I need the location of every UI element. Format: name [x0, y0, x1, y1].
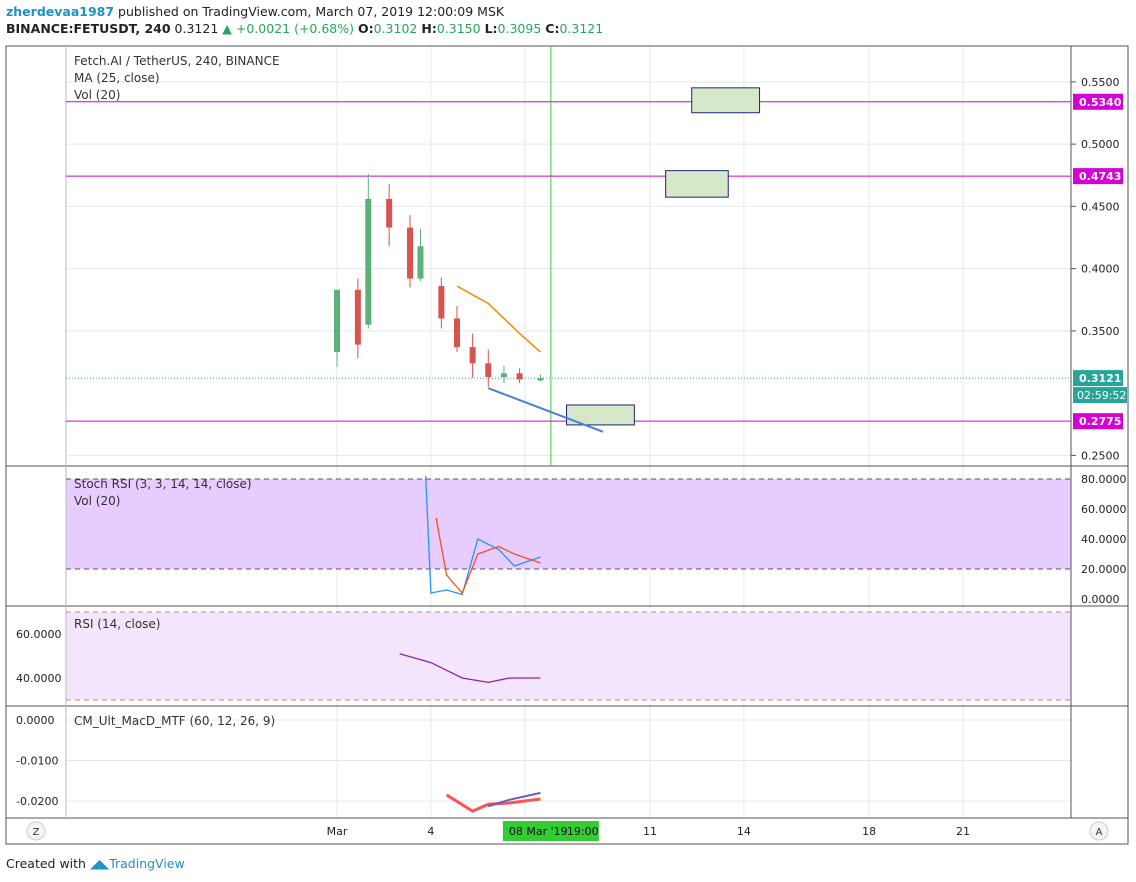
rsi-tick-label: 40.0000: [16, 672, 62, 685]
time-tick-label: 21: [956, 825, 970, 838]
cursor-date: 08 Mar '19: [509, 825, 568, 838]
candle-body: [516, 373, 523, 380]
main-legend-line: Vol (20): [74, 88, 120, 102]
stoch-tick-label: 80.0000: [1081, 473, 1127, 486]
price-badge-label: 0.3121: [1079, 372, 1121, 385]
z-button[interactable]: [26, 821, 46, 841]
price-badge-label: 0.5340: [1079, 96, 1122, 109]
candle-body: [354, 289, 361, 345]
macd-tick-label: 0.0000: [16, 714, 55, 727]
a-button[interactable]: [1089, 821, 1109, 841]
stoch-tick-label: 20.0000: [1081, 563, 1127, 576]
publish-info: published on TradingView.com, March 07, …: [118, 4, 505, 19]
cursor-time: 19:00: [567, 825, 599, 838]
macd-line-signal: [487, 791, 541, 808]
price-badge-r2: [1073, 168, 1123, 185]
grid: [66, 46, 1071, 818]
candle-body: [386, 198, 393, 228]
stoch-band: [66, 479, 1071, 569]
stoch-legend-line: Vol (20): [74, 494, 120, 508]
a-button-label: A: [1096, 827, 1103, 838]
author-name[interactable]: zherdevaa1987: [6, 4, 115, 19]
rsi-band: [66, 612, 1071, 700]
pane-frames: [5, 45, 1129, 845]
price-tick-label: 0.4000: [1081, 263, 1120, 276]
price-badge-last: [1073, 370, 1123, 387]
created-with-label: Created with: [6, 856, 86, 871]
cursor-date-pill: [502, 821, 599, 841]
low-value: 0.3095: [497, 21, 542, 36]
low-key: L:: [484, 21, 498, 36]
candle-body: [453, 318, 460, 348]
candle-body: [438, 286, 445, 319]
projection-zone: [691, 87, 761, 114]
footer: Created with ◢◣TradingView: [6, 856, 185, 871]
price-tick-label: 0.2500: [1081, 449, 1120, 462]
high-value: 0.3150: [436, 21, 481, 36]
price-tick-label: 0.5000: [1081, 138, 1120, 151]
countdown-label: 02:59:52: [1077, 389, 1126, 402]
candle-body: [417, 246, 424, 279]
macd-tick-label: -0.0200: [16, 795, 58, 808]
stoch-tick-label: 0.0000: [1081, 593, 1120, 606]
price-badge-label: 0.4743: [1079, 170, 1121, 183]
rsi-tick-label: 60.0000: [16, 628, 62, 641]
price-tick-label: 0.3500: [1081, 325, 1120, 338]
open-value: 0.3102: [373, 21, 418, 36]
candle-body: [500, 373, 507, 377]
ohlc-header: BINANCE:FETUSDT, 240 0.3121 ▲ +0.0021 (+…: [6, 21, 603, 36]
stoch-tick-label: 40.0000: [1081, 533, 1127, 546]
rsi-legend: RSI (14, close): [74, 617, 160, 631]
candle-body: [365, 198, 372, 325]
price-badge-s1: [1073, 413, 1123, 430]
symbol-label: BINANCE:FETUSDT, 240: [6, 21, 171, 36]
main-legend-line: MA (25, close): [74, 71, 160, 85]
price-badge-label: 0.2775: [1079, 415, 1121, 428]
tradingview-logo-icon: ◢◣: [89, 856, 110, 871]
candle-body: [469, 347, 476, 364]
macd-legend: CM_Ult_MacD_MTF (60, 12, 26, 9): [74, 714, 275, 728]
candle-body: [485, 363, 492, 377]
trendline: [487, 387, 604, 433]
publish-header: zherdevaa1987 published on TradingView.c…: [6, 4, 504, 19]
close-value: 0.3121: [559, 21, 604, 36]
z-button-label: Z: [33, 827, 40, 838]
macd-line-macd: [445, 793, 541, 813]
close-key: C:: [545, 21, 560, 36]
rsi-line: [399, 653, 541, 684]
price-badge-r1: [1073, 93, 1123, 110]
main-legend-line: Fetch.AI / TetherUS, 240, BINANCE: [74, 54, 280, 68]
price-tick-label: 0.5500: [1081, 76, 1120, 89]
time-tick-label: 11: [643, 825, 657, 838]
ma-line: [456, 285, 541, 353]
projection-zone: [665, 170, 729, 198]
open-key: O:: [358, 21, 374, 36]
high-key: H:: [421, 21, 437, 36]
price-tick-label: 0.4500: [1081, 200, 1120, 213]
change-up-icon: ▲: [222, 21, 232, 36]
time-tick-label: 4: [427, 825, 434, 838]
candle-body: [407, 227, 414, 279]
tradingview-brand[interactable]: TradingView: [109, 856, 185, 871]
stoch-legend-line: Stoch RSI (3, 3, 14, 14, close): [74, 477, 252, 491]
price-change: +0.0021 (+0.68%): [235, 21, 355, 36]
candle-body: [537, 378, 544, 381]
time-tick-label: Mar: [327, 825, 348, 838]
projection-zone: [566, 404, 635, 426]
axes: 0.5500 0.5000 0.4500 0.4000 0.3500 0.2500 80.0…: [16, 54, 1127, 841]
chart-marks: [66, 46, 1071, 813]
candle-body: [334, 289, 340, 353]
time-tick-label: 18: [862, 825, 876, 838]
last-price: 0.3121: [174, 21, 219, 36]
stoch-tick-label: 60.0000: [1081, 503, 1127, 516]
time-tick-label: 14: [737, 825, 751, 838]
stoch-line-d: [435, 517, 541, 595]
countdown-badge: [1073, 387, 1127, 404]
outer-frame: [5, 45, 1129, 845]
macd-tick-label: -0.0100: [16, 755, 58, 768]
stoch-line-k: [425, 475, 541, 596]
